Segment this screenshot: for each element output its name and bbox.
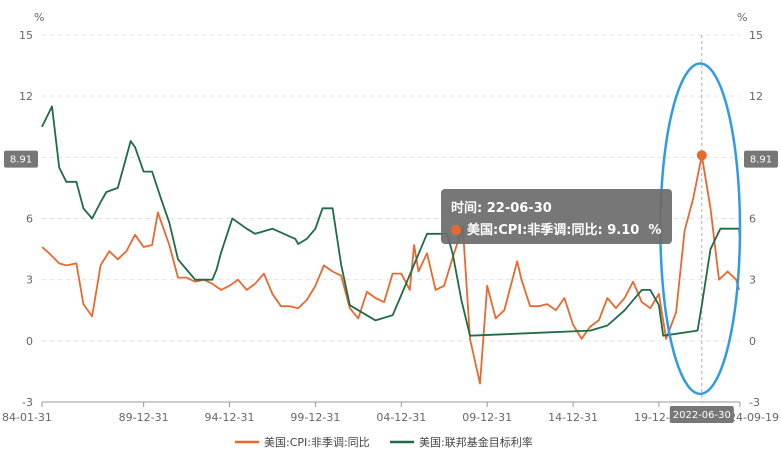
left-axis-pointer-value: 8.91 [10, 155, 32, 166]
legend-label-cpi: 美国:CPI:非季调:同比 [264, 436, 370, 449]
series-lines [41, 105, 741, 385]
legend-item-fed-rate[interactable]: 美国:联邦基金目标利率 [390, 435, 533, 449]
left-y-unit: % [34, 11, 44, 24]
x-axis-pointer-label: 2022-06-30 [669, 406, 734, 423]
x-tick-label: 14-12-31 [548, 411, 598, 424]
x-tick-label: 04-12-31 [376, 411, 426, 424]
left-y-tick-label: 3 [26, 274, 33, 287]
series-line-fed-rate[interactable] [41, 105, 741, 337]
right-axis-pointer-value: 8.91 [750, 155, 772, 166]
tooltip: 时间: 22-06-30 美国:CPI:非季调:同比: 9.10 % [441, 189, 672, 244]
x-tick-label: 84-01-31 [2, 411, 52, 424]
right-y-tick-label: 15 [749, 29, 763, 42]
left-y-tick-label: 12 [19, 90, 33, 103]
cpi-peak-marker[interactable] [696, 150, 707, 161]
x-axis-pointer-date: 2022-06-30 [673, 410, 731, 421]
right-y-tick-label: 12 [749, 90, 763, 103]
tooltip-series-value: 美国:CPI:非季调:同比: 9.10 % [467, 222, 661, 238]
left-y-tick-label: 0 [26, 335, 33, 348]
x-tick-label: 99-12-31 [290, 411, 340, 424]
legend-label-fed-rate: 美国:联邦基金目标利率 [419, 435, 533, 449]
x-tick-label: 89-12-31 [119, 411, 169, 424]
x-axis: 84-01-31 89-12-31 94-12-31 99-12-31 04-12-31… [2, 402, 779, 424]
left-y-tick-label: -3 [22, 396, 33, 409]
x-tick-label: 24-09-19 [729, 411, 779, 424]
right-y-tick-label: 3 [749, 274, 756, 287]
tooltip-time: 时间: 22-06-30 [451, 200, 552, 216]
right-y-axis: -303691215 [749, 29, 763, 409]
grid-lines [42, 34, 740, 342]
right-y-unit: % [737, 11, 747, 24]
series-line-cpi[interactable] [41, 154, 740, 385]
right-axis-pointer-label: 8.91 [744, 150, 778, 168]
left-y-axis: -303691215 [19, 29, 33, 409]
legend-item-cpi[interactable]: 美国:CPI:非季调:同比 [235, 436, 370, 449]
right-y-tick-label: -3 [749, 396, 760, 409]
left-y-tick-label: 15 [19, 29, 33, 42]
right-y-tick-label: 0 [749, 335, 756, 348]
tooltip-series-dot-icon [451, 225, 461, 235]
legend: 美国:CPI:非季调:同比 美国:联邦基金目标利率 [235, 435, 533, 449]
right-y-tick-label: 6 [749, 213, 756, 226]
tooltip-background [441, 189, 672, 244]
left-axis-pointer-label: 8.91 [4, 150, 38, 168]
x-tick-label: 94-12-31 [205, 411, 255, 424]
x-tick-label: 09-12-31 [462, 411, 512, 424]
left-y-tick-label: 6 [26, 213, 33, 226]
